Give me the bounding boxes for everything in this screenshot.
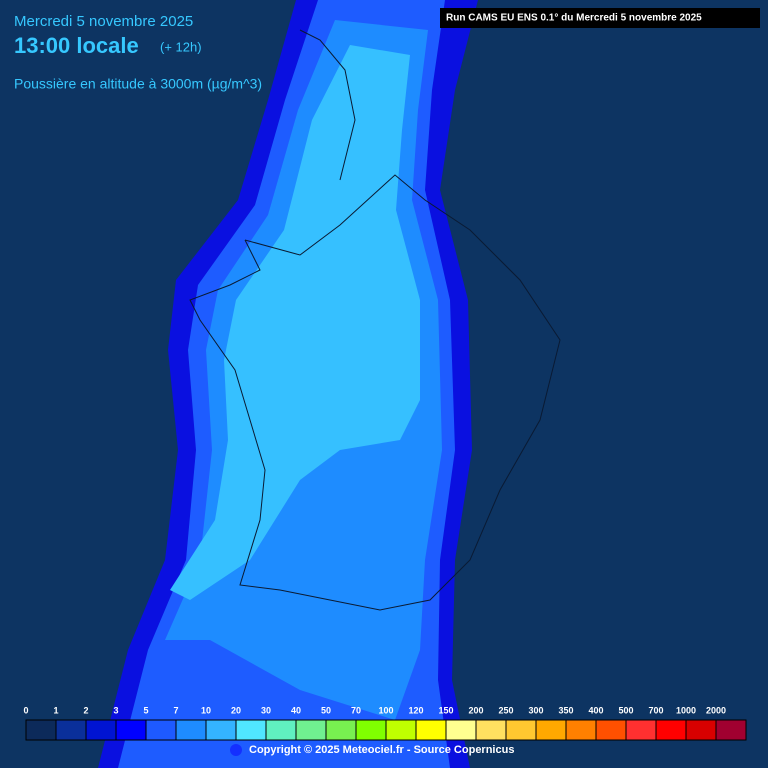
legend-tick: 5 — [143, 705, 148, 715]
legend-tick: 50 — [321, 705, 331, 715]
logo-dot — [230, 744, 242, 756]
legend-box — [235, 719, 267, 741]
legend-tick: 1000 — [676, 705, 696, 715]
legend-box — [25, 719, 57, 741]
plume-core — [170, 45, 420, 600]
legend-tick: 200 — [468, 705, 483, 715]
legend-tick: 70 — [351, 705, 361, 715]
legend-tick: 350 — [558, 705, 573, 715]
legend-box — [145, 719, 177, 741]
legend-tick: 30 — [261, 705, 271, 715]
legend-box — [55, 719, 87, 741]
legend-tick: 120 — [408, 705, 423, 715]
legend-box — [655, 719, 687, 741]
legend-tick: 500 — [618, 705, 633, 715]
legend-tick: 700 — [648, 705, 663, 715]
legend-tick: 2000 — [706, 705, 726, 715]
legend-box — [175, 719, 207, 741]
legend-box — [355, 719, 387, 741]
date: Mercredi 5 novembre 2025 — [14, 13, 193, 30]
legend-box — [715, 719, 747, 741]
legend-tick: 2 — [83, 705, 88, 715]
legend-box — [295, 719, 327, 741]
coastline — [189, 174, 561, 611]
variable: Poussière en altitude à 3000m (µg/m^3) — [14, 76, 262, 92]
coastline — [299, 29, 356, 181]
copyright: Copyright © 2025 Meteociel.fr - Source C… — [249, 744, 514, 756]
legend-box — [325, 719, 357, 741]
legend-box — [85, 719, 117, 741]
legend-tick: 1 — [53, 705, 58, 715]
legend-tick: 400 — [588, 705, 603, 715]
legend-tick: 250 — [498, 705, 513, 715]
offset: (+ 12h) — [160, 39, 202, 54]
legend-box — [205, 719, 237, 741]
legend-box — [115, 719, 147, 741]
run-box — [440, 8, 760, 28]
legend-box — [505, 719, 537, 741]
legend-box — [385, 719, 417, 741]
legend-tick: 300 — [528, 705, 543, 715]
legend-tick: 20 — [231, 705, 241, 715]
legend-tick: 0 — [23, 705, 28, 715]
legend-tick: 3 — [113, 705, 118, 715]
time: 13:00 locale — [14, 33, 139, 58]
run-info: Run CAMS EU ENS 0.1° du Mercredi 5 novem… — [446, 13, 702, 24]
legend-box — [625, 719, 657, 741]
legend: 0 1 2 3 5 7 10 20 30 40 50 70 100 120 150 200 250 300 350 4… — [23, 705, 747, 741]
legend-box — [535, 719, 567, 741]
legend-tick: 40 — [291, 705, 301, 715]
legend-tick: 7 — [173, 705, 178, 715]
legend-box — [475, 719, 507, 741]
legend-tick: 150 — [438, 705, 453, 715]
legend-box — [565, 719, 597, 741]
legend-box — [685, 719, 717, 741]
legend-tick: 100 — [378, 705, 393, 715]
legend-box — [415, 719, 447, 741]
legend-box — [265, 719, 297, 741]
legend-box — [445, 719, 477, 741]
legend-box — [595, 719, 627, 741]
legend-tick: 10 — [201, 705, 211, 715]
